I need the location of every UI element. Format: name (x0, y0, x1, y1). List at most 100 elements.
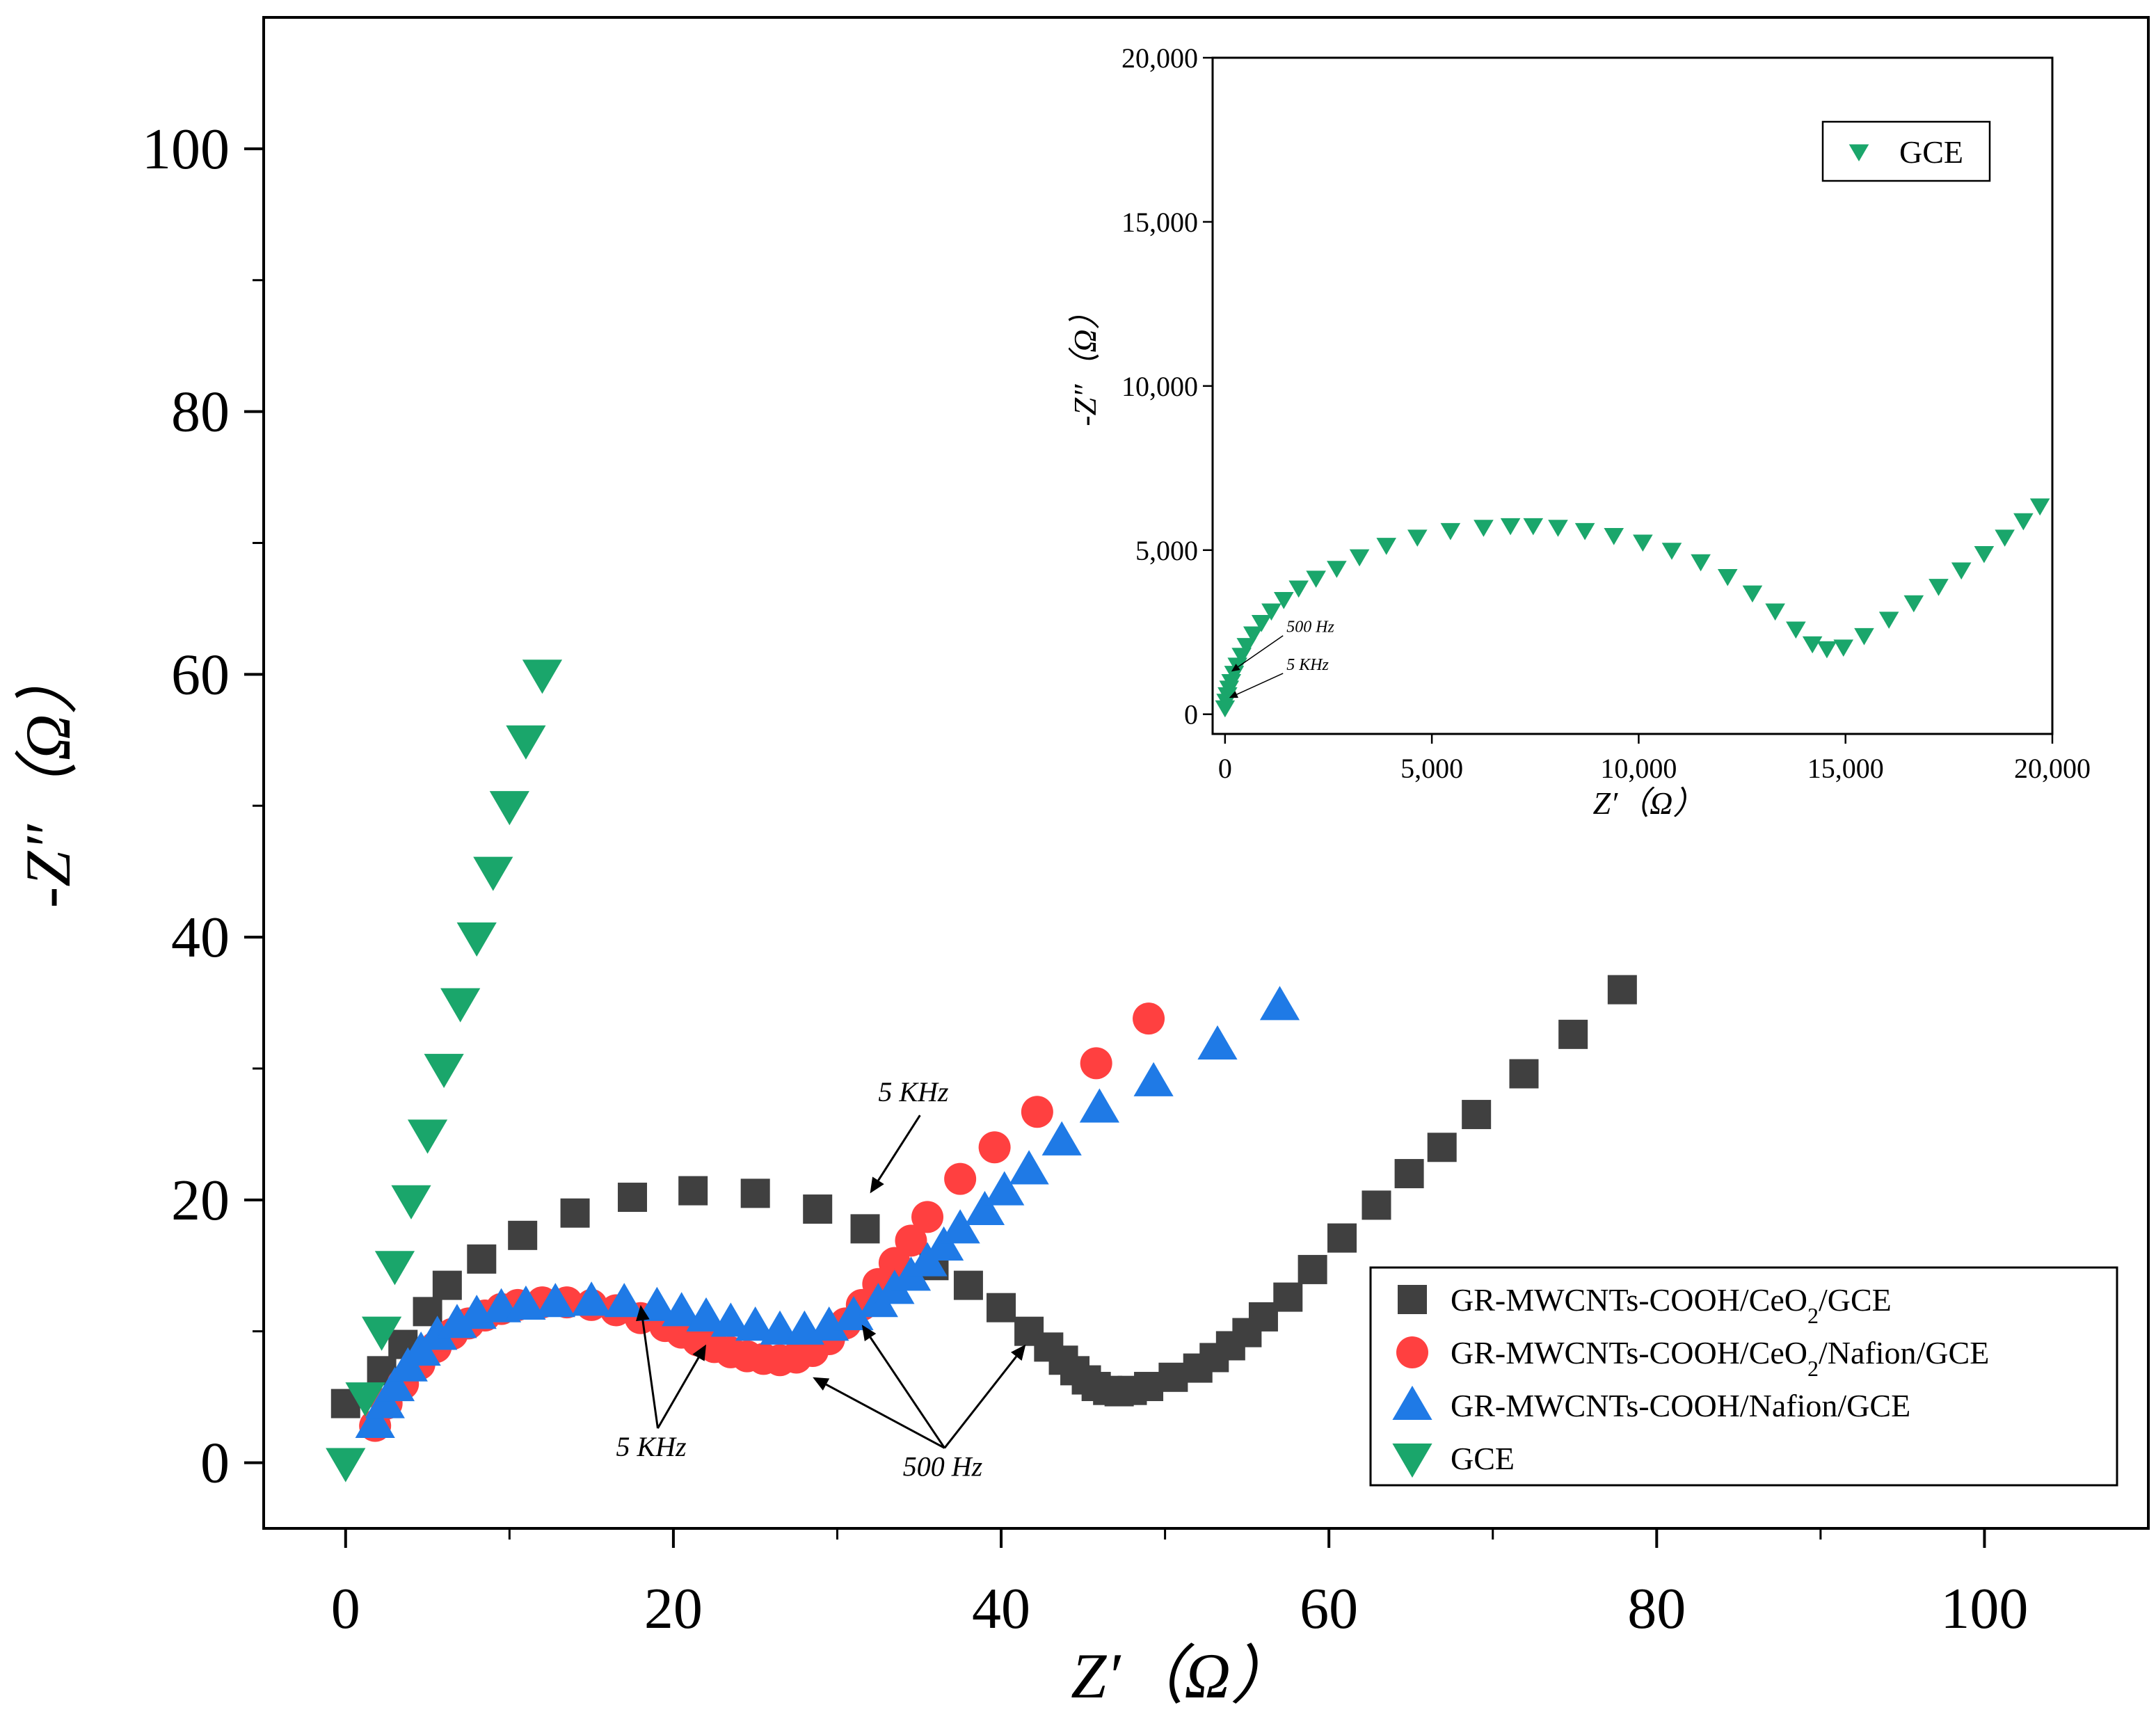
main-legend-label: GCE (1451, 1441, 1515, 1476)
inset-data-point (1878, 611, 1899, 629)
main-data-point (1158, 1362, 1188, 1392)
main-legend-label: GR-MWCNTs-COOH/Nafion/GCE (1451, 1388, 1910, 1423)
inset-data-point (1929, 579, 1949, 596)
main-legend-box (1369, 1266, 2118, 1487)
main-data-point (489, 791, 529, 826)
inset-data-point (1376, 538, 1397, 555)
main-series-3 (326, 659, 563, 1482)
main-x-tick-label: 0 (331, 1576, 360, 1641)
main-x-axis-label: Z′（Ω） (1071, 1640, 1295, 1711)
main-data-point (809, 1306, 849, 1341)
main-data-point (803, 1194, 833, 1224)
inset-data-point (1661, 543, 1682, 560)
main-data-point (662, 1292, 702, 1327)
inset-legend-label: GCE (1899, 134, 1963, 170)
main-series-0 (330, 975, 1637, 1418)
inset-annotation-label: 5 KHz (1286, 656, 1329, 674)
main-data-point (506, 725, 546, 760)
main-legend-marker (1396, 1336, 1428, 1368)
inset-x-tick-label: 0 (1218, 753, 1232, 784)
inset-annotation-arrow (1231, 635, 1284, 672)
main-data-point (1427, 1133, 1457, 1162)
main-legend: GR-MWCNTs-COOH/CeO2/GCEGR-MWCNTs-COOH/Ce… (1369, 1266, 2118, 1487)
inset-data-point (1802, 636, 1823, 654)
main-x-tick-label: 20 (644, 1576, 703, 1641)
inset-data-point (1633, 534, 1653, 552)
main-data-point (1021, 1096, 1053, 1128)
main-x-tick-label: 40 (972, 1576, 1030, 1641)
main-data-point (391, 1185, 431, 1220)
inset-data-point (2013, 513, 2034, 531)
main-annotation-label: 5 KHz (616, 1431, 687, 1462)
inset-annotation-arrow (1229, 673, 1284, 698)
inset-data-point (1288, 580, 1309, 598)
main-data-point (878, 1247, 911, 1279)
inset-data-point (1215, 700, 1236, 718)
main-annotation-arrow (861, 1325, 945, 1449)
main-data-point (326, 1448, 366, 1482)
main-data-point (1509, 1059, 1539, 1089)
main-data-point (710, 1302, 751, 1337)
inset-x-tick-label: 20,000 (2014, 753, 2091, 784)
main-y-tick-label: 100 (142, 117, 230, 182)
inset-y-tick-label: 15,000 (1121, 207, 1198, 238)
inset-data-point (1407, 529, 1428, 547)
inset-data-point (1243, 626, 1263, 644)
inset-data-point (1974, 545, 1995, 563)
main-data-point (437, 1304, 477, 1338)
inset-y-tick-label: 10,000 (1121, 371, 1198, 402)
main-data-point (374, 1251, 415, 1286)
inset-ticks: 0 5,000 10,000 15,000 20,000 0 5,000 10,000 15,0… (1121, 42, 2091, 784)
main-data-point (1607, 975, 1637, 1005)
main-data-point (1133, 1002, 1165, 1035)
inset-data-point (1306, 570, 1326, 588)
main-data-point (374, 1366, 415, 1402)
main-data-point (508, 1220, 538, 1250)
inset-data-point (1236, 638, 1257, 655)
main-data-point (740, 1178, 770, 1208)
main-annotation-arrow (943, 1344, 1026, 1449)
main-data-point (1394, 1159, 1424, 1189)
main-data-point (467, 1244, 497, 1274)
main-y-axis-label: -Z″（Ω） (13, 650, 83, 909)
main-annotation-arrow (813, 1377, 945, 1449)
main-legend-marker (1392, 1385, 1432, 1421)
main-data-point (1133, 1062, 1174, 1096)
main-data-point (964, 1190, 1005, 1225)
main-data-point (604, 1283, 644, 1318)
inset-data-point (1765, 603, 1785, 621)
inset-y-tick-label: 5,000 (1135, 535, 1198, 566)
main-x-tick-label: 100 (1940, 1576, 2028, 1641)
main-annotation-arrow (636, 1304, 659, 1429)
main-data-point (984, 1171, 1025, 1206)
inset-data-point (1474, 520, 1494, 537)
main-data-point (1080, 1047, 1112, 1080)
inset-data-point (1548, 520, 1568, 537)
inset-data-point (1500, 518, 1521, 536)
inset-y-tick-label: 20,000 (1121, 42, 1198, 74)
inset-data-point (1523, 518, 1544, 536)
main-data-point (456, 922, 497, 957)
main-data-point (407, 1119, 448, 1154)
main-data-point (522, 659, 563, 694)
main-data-point (535, 1283, 575, 1318)
inset-data-point (1854, 627, 1874, 646)
inset-data-point (1440, 522, 1461, 541)
main-data-point (345, 1382, 385, 1417)
inset-data-point (1273, 592, 1294, 609)
main-data-point (571, 1281, 612, 1316)
main-data-point (678, 1176, 708, 1206)
main-annotation-label: 5 KHz (878, 1076, 949, 1108)
inset-data-point (1261, 603, 1281, 621)
main-data-point (911, 1201, 944, 1233)
inset-data-point (1833, 639, 1854, 657)
inset-plot: 0 5,000 10,000 15,000 20,000 0 5,000 10,000 15,0… (1067, 42, 2091, 821)
inset-legend-box (1821, 120, 1991, 182)
main-x-tick-label: 80 (1627, 1576, 1686, 1641)
main-data-point (362, 1316, 402, 1351)
main-annotations: 5 KHz 5 KHz 500 Hz (616, 1076, 1026, 1482)
main-series (326, 659, 1637, 1482)
inset-data-point (1742, 585, 1763, 603)
main-data-point (432, 1270, 462, 1300)
main-data-point (473, 856, 513, 891)
